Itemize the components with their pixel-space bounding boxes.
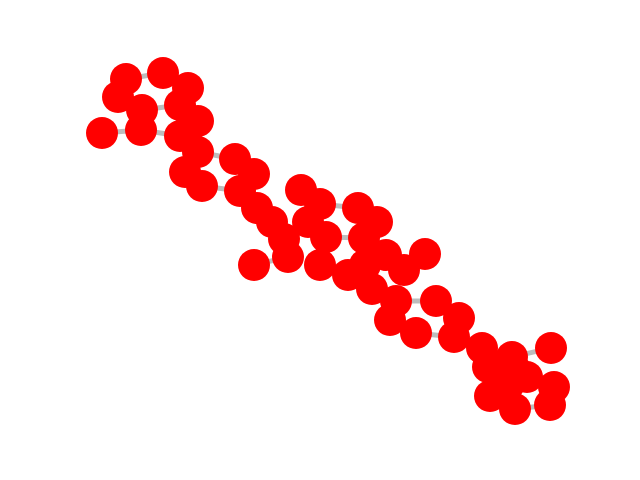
graph-node (304, 249, 336, 281)
graph-node (310, 221, 342, 253)
graph-node (348, 222, 380, 254)
graph-node (186, 170, 218, 202)
graph-node (272, 241, 304, 273)
graph-node (438, 321, 470, 353)
graph-node (356, 273, 388, 305)
graph-node (125, 114, 157, 146)
graph-node (374, 304, 406, 336)
graph-node (535, 332, 567, 364)
graph-node (238, 249, 270, 281)
graph-node (147, 57, 179, 89)
graph-node (409, 238, 441, 270)
graph-node (420, 285, 452, 317)
graph-node (86, 117, 118, 149)
graph-node (493, 368, 525, 400)
graph-node (499, 393, 531, 425)
graph-node (102, 81, 134, 113)
nodes-layer (86, 57, 570, 425)
graph-node (534, 389, 566, 421)
graph-node (400, 317, 432, 349)
